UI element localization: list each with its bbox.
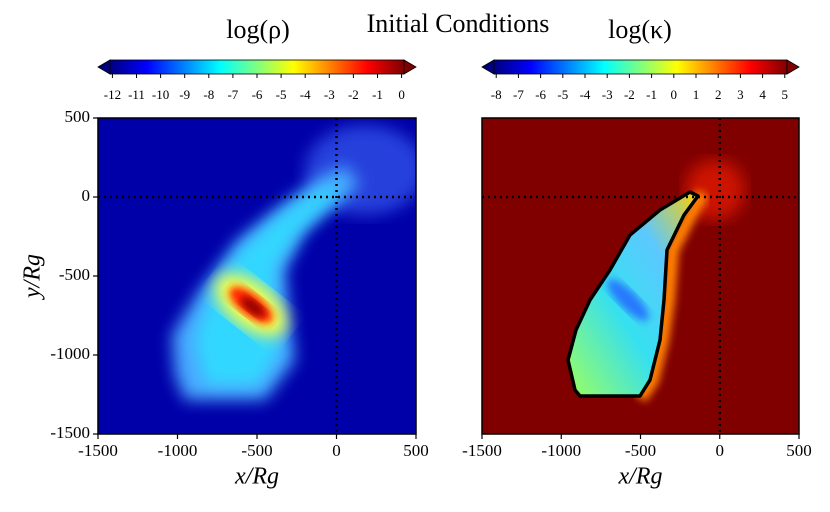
colorbar-tick-label: -2 bbox=[348, 87, 359, 102]
x-tick-label: 0 bbox=[332, 441, 341, 460]
colorbar-extend bbox=[403, 59, 417, 75]
colorbar-tick-label: 3 bbox=[737, 87, 744, 102]
colorbar-tick-label: -5 bbox=[276, 87, 287, 102]
x-tick-label: -1000 bbox=[541, 441, 581, 460]
colorbar-tick-label: -10 bbox=[152, 87, 169, 102]
colorbar-tick-label: 0 bbox=[398, 87, 405, 102]
colorbar-tick-label: -4 bbox=[580, 87, 591, 102]
colorbar-tick-label: 0 bbox=[671, 87, 678, 102]
colorbar-tick-label: -8 bbox=[203, 87, 214, 102]
x-tick-label: -1000 bbox=[158, 441, 198, 460]
density-field bbox=[98, 118, 416, 434]
colorbar-extend bbox=[786, 59, 800, 75]
colorbar-tick-label: 5 bbox=[782, 87, 789, 102]
colorbar-tick-label: -2 bbox=[624, 87, 635, 102]
x-tick-label: -500 bbox=[241, 441, 272, 460]
colorbar-tick-label: -7 bbox=[513, 87, 524, 102]
colorbar-label: log(ρ) bbox=[226, 15, 290, 44]
colorbar-tick-label: 1 bbox=[693, 87, 700, 102]
colorbar-tick-label: -5 bbox=[557, 87, 568, 102]
colorbar-tick-label: -3 bbox=[324, 87, 335, 102]
colorbar-tick-label: -1 bbox=[372, 87, 383, 102]
x-tick-label: -500 bbox=[625, 441, 656, 460]
colorbar bbox=[109, 59, 405, 75]
colorbar-tick-label: -4 bbox=[300, 87, 311, 102]
colorbar-tick-label: -6 bbox=[252, 87, 263, 102]
x-tick-label: -1500 bbox=[462, 441, 502, 460]
opacity-field bbox=[482, 118, 799, 434]
x-axis-label: x/Rg bbox=[618, 464, 663, 490]
x-tick-label: 0 bbox=[716, 441, 725, 460]
colorbar-tick-label: -11 bbox=[128, 87, 145, 102]
x-axis-label: x/Rg bbox=[234, 464, 279, 490]
x-tick-label: 500 bbox=[786, 441, 812, 460]
y-tick-label: 500 bbox=[65, 107, 91, 126]
colorbar-tick-label: -9 bbox=[179, 87, 190, 102]
y-tick-label: 0 bbox=[82, 186, 91, 205]
colorbar-tick-label: -1 bbox=[646, 87, 657, 102]
colorbar-extend bbox=[97, 59, 111, 75]
colorbar-tick-label: -8 bbox=[491, 87, 502, 102]
colorbar-label: log(κ) bbox=[608, 15, 672, 44]
colorbar-tick-label: 4 bbox=[759, 87, 766, 102]
colorbar-tick-label: -12 bbox=[104, 87, 121, 102]
y-tick-label: -1000 bbox=[50, 344, 90, 363]
colorbar-tick-label: -3 bbox=[602, 87, 613, 102]
figure-title: Initial Conditions bbox=[367, 9, 550, 38]
colorbar-tick-label: 2 bbox=[715, 87, 722, 102]
colorbar-tick-label: -7 bbox=[227, 87, 238, 102]
y-tick-label: -1500 bbox=[50, 423, 90, 442]
y-axis-label: y/Rg bbox=[20, 254, 46, 300]
colorbar bbox=[493, 59, 788, 75]
colorbar-extend bbox=[481, 59, 495, 75]
x-tick-label: 500 bbox=[403, 441, 429, 460]
colorbar-tick-label: -6 bbox=[535, 87, 546, 102]
x-tick-label: -1500 bbox=[78, 441, 118, 460]
y-tick-label: -500 bbox=[59, 265, 90, 284]
